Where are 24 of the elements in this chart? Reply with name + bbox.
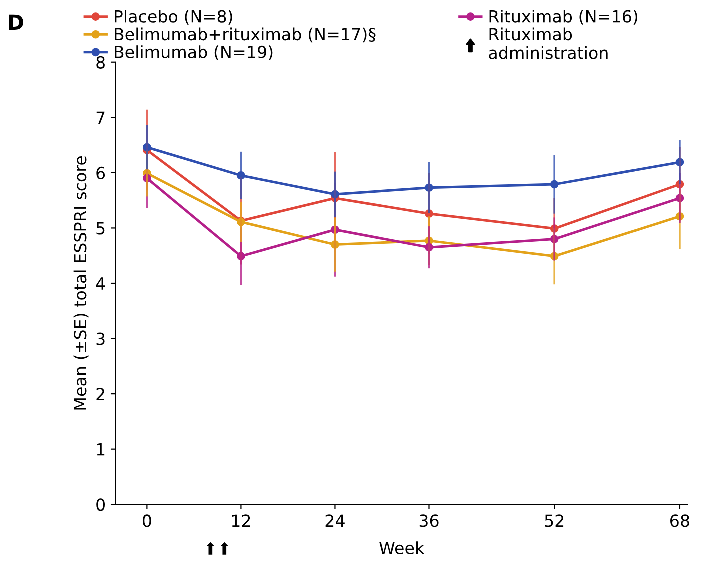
y-tick-label: 0	[96, 498, 106, 512]
x-tick-label: 68	[670, 514, 690, 528]
y-tick-label: 2	[96, 388, 104, 400]
x-tick-label: 12	[232, 514, 250, 528]
y-tick-label: 8	[96, 56, 105, 69]
legend-label: Belimumab+rituximab (N=17)§	[115, 28, 376, 43]
y-tick-label: 4	[96, 278, 106, 290]
y-tick-label: 7	[96, 112, 105, 124]
legend-label: Rituximab (N=16)	[490, 10, 638, 25]
chart-title: D	[9, 14, 24, 30]
y-tick-label: 3	[96, 332, 105, 346]
y-tick-label: 5	[96, 222, 105, 235]
x-axis-title: Week	[380, 542, 425, 554]
legend-label: Belimumab (N=19)	[115, 46, 273, 60]
x-tick-label: 0	[142, 514, 152, 528]
x-tick-label: 52	[545, 514, 564, 528]
y-axis-title: Mean (±SE) total ESSPRI score	[74, 156, 89, 410]
x-tick-label: 36	[420, 514, 439, 528]
text: Rituximab administration	[489, 28, 608, 60]
y-tick-label: 1	[97, 444, 105, 456]
x-tick-label: 24	[326, 514, 345, 528]
y-tick-label: 6	[96, 166, 106, 180]
legend-label: Placebo (N=8)	[115, 10, 232, 25]
text: ⬆⬆	[206, 542, 229, 555]
